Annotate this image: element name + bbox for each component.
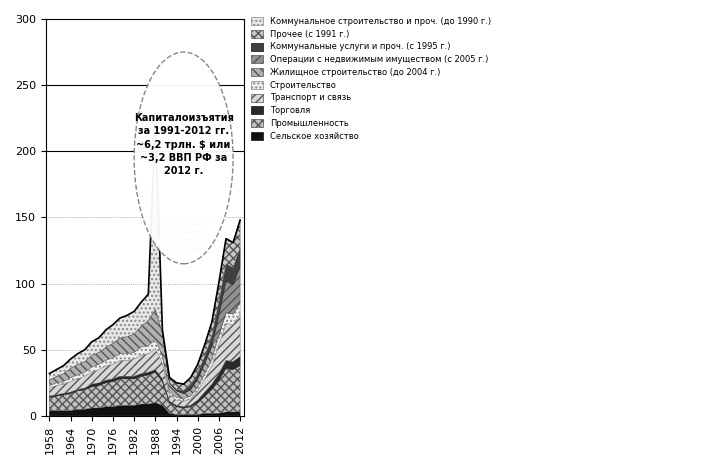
Text: Капиталоизъятия
за 1991-2012 гг.
~6,2 трлн. $ или
~3,2 ВВП РФ за
2012 г.: Капиталоизъятия за 1991-2012 гг. ~6,2 тр… — [134, 113, 233, 176]
Ellipse shape — [163, 241, 204, 252]
Ellipse shape — [156, 237, 191, 246]
Legend: Коммунальное строительство и проч. (до 1990 г.), Прочее (с 1991 г.), Коммунальны: Коммунальное строительство и проч. (до 1… — [250, 15, 492, 142]
Ellipse shape — [163, 227, 191, 234]
Ellipse shape — [134, 52, 233, 264]
Ellipse shape — [176, 224, 204, 232]
Ellipse shape — [176, 239, 212, 249]
